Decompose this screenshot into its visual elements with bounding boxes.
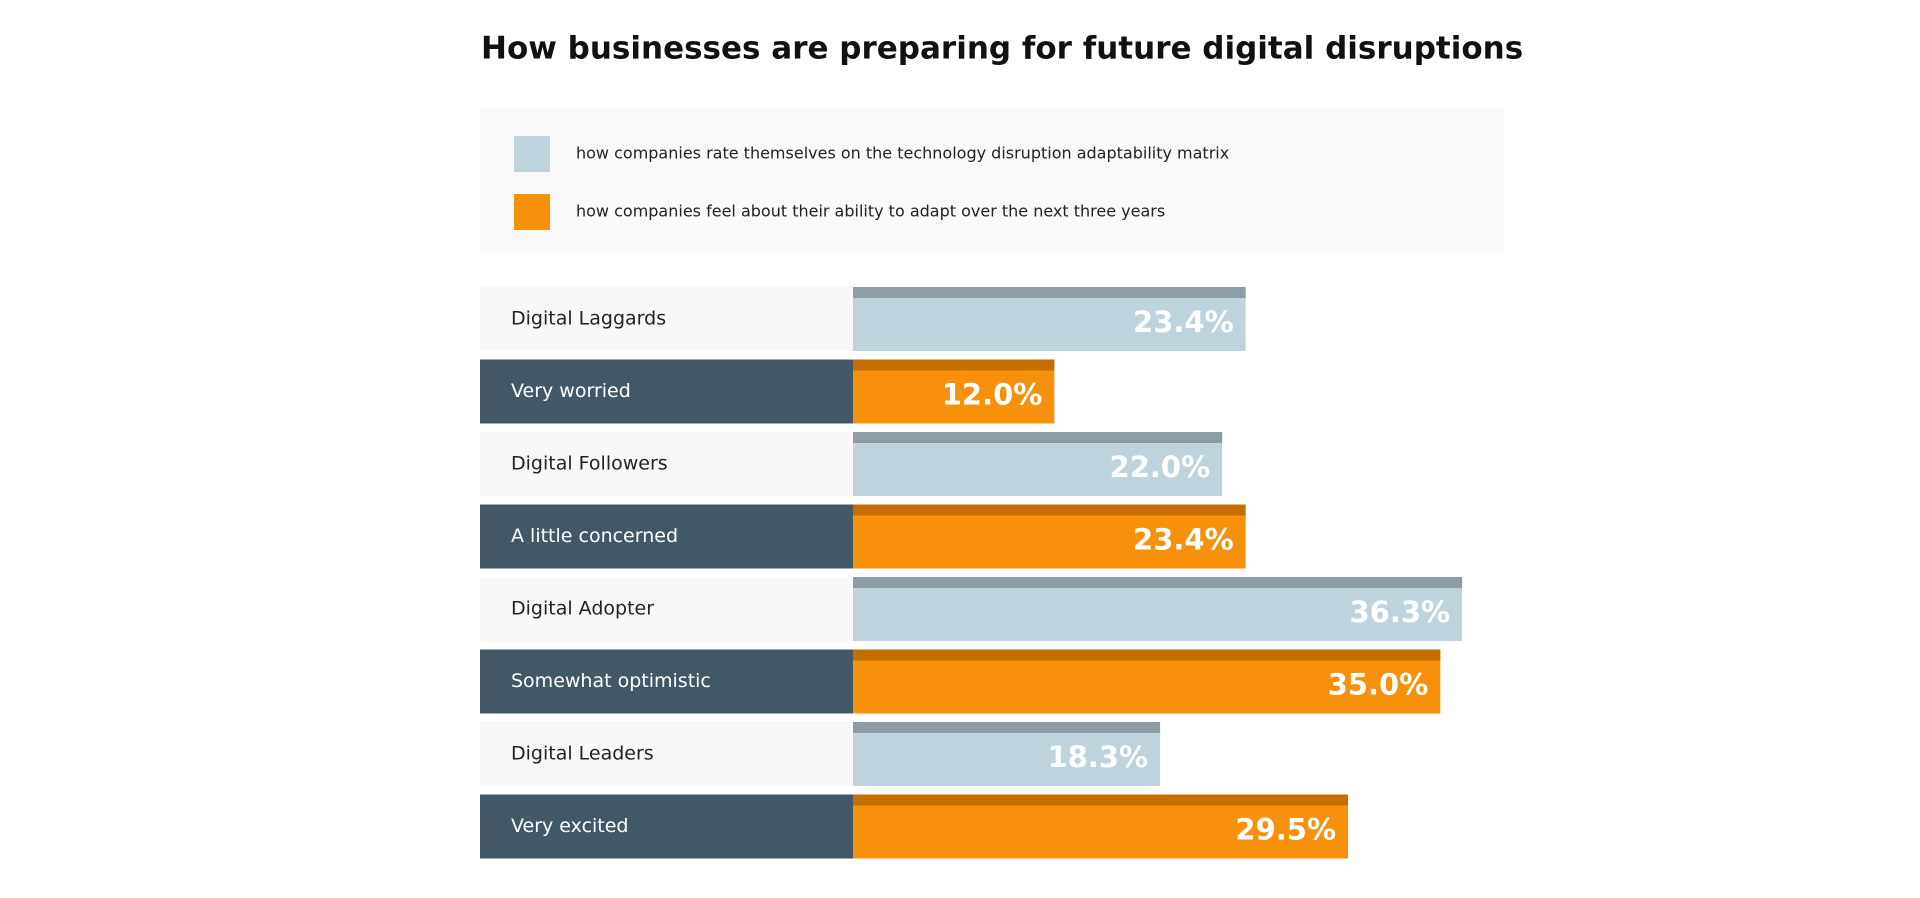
bar-edge (853, 287, 1246, 298)
legend-box (480, 108, 1504, 251)
category-label: Digital Followers (511, 453, 668, 475)
value-label: 22.0% (1110, 450, 1211, 484)
bar-edge (853, 794, 1349, 806)
row-label-background (480, 359, 853, 424)
bar-edge (853, 722, 1161, 733)
legend-label: how companies feel about their ability t… (576, 202, 1165, 221)
category-label: Digital Leaders (511, 743, 654, 765)
row-label-background (480, 287, 853, 351)
bar-edge (853, 359, 1055, 371)
row-label-background (480, 432, 853, 496)
bar-edge (853, 432, 1223, 443)
bar-edge (853, 504, 1246, 516)
row-label-background (480, 649, 853, 714)
row-label-background (480, 577, 853, 641)
value-label: 36.3% (1350, 595, 1451, 629)
row-label-background (480, 794, 853, 859)
value-label: 23.4% (1133, 523, 1234, 557)
category-label: A little concerned (511, 525, 678, 547)
row-label-background (480, 722, 853, 786)
category-label: Digital Adopter (511, 598, 654, 620)
legend-label: how companies rate themselves on the tec… (576, 144, 1229, 163)
legend-swatch (514, 194, 550, 230)
value-label: 18.3% (1047, 740, 1148, 774)
value-label: 12.0% (942, 378, 1043, 412)
category-label: Very excited (511, 815, 629, 837)
category-label: Very worried (511, 380, 631, 402)
value-label: 29.5% (1235, 813, 1336, 847)
legend-swatch (514, 136, 550, 172)
bar-edge (853, 577, 1463, 588)
value-label: 23.4% (1133, 305, 1234, 339)
category-label: Digital Laggards (511, 308, 666, 330)
value-label: 35.0% (1328, 668, 1429, 702)
row-label-background (480, 504, 853, 569)
chart-title: How businesses are preparing for future … (481, 31, 1523, 67)
bar-edge (853, 649, 1441, 661)
category-label: Somewhat optimistic (511, 670, 711, 692)
